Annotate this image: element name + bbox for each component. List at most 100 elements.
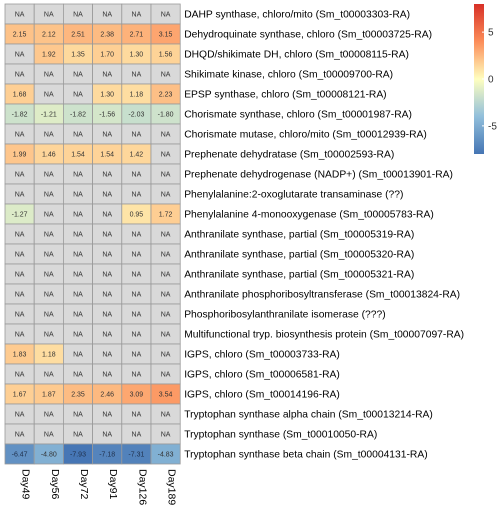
cell-value-label: 1.42 (130, 152, 144, 159)
cell-value-label: NA (132, 332, 142, 339)
row-label: IGPS, chloro (Sm_t00006581-RA) (184, 370, 340, 381)
cell-value-label: NA (44, 432, 54, 439)
row-label: DAHP synthase, chloro/mito (Sm_t00003303… (184, 10, 410, 21)
cell-value-label: NA (15, 192, 25, 199)
cell-value-label: NA (161, 172, 171, 179)
cell-value-label: -1.21 (41, 112, 57, 119)
cell-value-label: 2.51 (71, 32, 85, 39)
cell-value-label: NA (44, 312, 54, 319)
cell-value-label: NA (73, 432, 83, 439)
cell-value-label: NA (44, 292, 54, 299)
cell-value-label: -6.47 (12, 452, 28, 459)
cell-value-label: NA (73, 212, 83, 219)
cell-value-label: 1.46 (42, 152, 56, 159)
cell-value-label: NA (73, 72, 83, 79)
row-label: Tryptophan synthase beta chain (Sm_t0000… (184, 450, 427, 461)
cell-value-label: NA (132, 432, 142, 439)
row-label: EPSP synthase, chloro (Sm_t00008121-RA) (184, 90, 386, 101)
cell-value-label: NA (44, 12, 54, 19)
cell-value-label: NA (132, 272, 142, 279)
cell-value-label: NA (132, 372, 142, 379)
cell-value-label: NA (161, 72, 171, 79)
cell-value-label: NA (15, 272, 25, 279)
cell-value-label: NA (102, 132, 112, 139)
cell-value-label: NA (102, 292, 112, 299)
cell-value-label: NA (161, 432, 171, 439)
cell-value-label: 1.18 (130, 92, 144, 99)
cell-value-label: NA (161, 352, 171, 359)
row-label: Chorismate mutase, chloro/mito (Sm_t0001… (184, 130, 427, 141)
cell-value-label: NA (73, 332, 83, 339)
cell-value-label: 2.12 (42, 32, 56, 39)
cell-value-label: NA (73, 372, 83, 379)
colorbar-tick-label: -5 (488, 121, 497, 132)
cell-value-label: -7.31 (128, 452, 144, 459)
cell-value-label: NA (44, 372, 54, 379)
cell-value-label: NA (102, 72, 112, 79)
cell-value-label: NA (161, 292, 171, 299)
cell-value-label: 1.30 (130, 52, 144, 59)
cell-value-label: 3.15 (159, 32, 173, 39)
cell-value-label: NA (102, 412, 112, 419)
cell-value-label: NA (73, 352, 83, 359)
cell-value-label: NA (161, 232, 171, 239)
heatmap-cell (150, 443, 181, 465)
cell-value-label: NA (132, 292, 142, 299)
cell-value-label: 1.72 (159, 212, 173, 219)
colorbar-gradient (474, 4, 484, 154)
cell-value-label: NA (73, 132, 83, 139)
cell-value-label: 1.92 (42, 52, 56, 59)
column-labels: Day49 Day56 Day72 Day91 Day126 Day189 (20, 469, 178, 505)
cell-value-label: -1.82 (70, 112, 86, 119)
cell-value-label: 3.09 (130, 392, 144, 399)
cell-value-label: NA (161, 192, 171, 199)
cell-value-label: NA (102, 332, 112, 339)
column-label: Day126 (136, 469, 148, 505)
row-label: IGPS, chloro (Sm_t00014196-RA) (184, 390, 340, 401)
cell-value-label: NA (73, 312, 83, 319)
cell-value-label: NA (132, 232, 142, 239)
row-label: Phenylalanine 4-monooxygenase (Sm_t00005… (184, 210, 434, 221)
cell-value-label: NA (102, 172, 112, 179)
cell-value-label: NA (161, 152, 171, 159)
cell-value-label: NA (15, 372, 25, 379)
cell-value-label: NA (102, 12, 112, 19)
cell-value-label: NA (161, 412, 171, 419)
cell-value-label: NA (73, 412, 83, 419)
cell-value-label: NA (44, 212, 54, 219)
column-label: Day189 (166, 469, 178, 505)
cell-value-label: NA (132, 72, 142, 79)
cell-value-label: NA (44, 252, 54, 259)
cell-value-label: NA (102, 372, 112, 379)
cell-value-label: -1.82 (12, 112, 28, 119)
cell-value-label: NA (132, 192, 142, 199)
cell-value-label: 0.95 (130, 212, 144, 219)
cell-value-label: NA (161, 272, 171, 279)
cell-value-label: NA (102, 312, 112, 319)
row-label: Phenylalanine:2-oxoglutarate transaminas… (184, 190, 403, 201)
cell-value-label: NA (15, 292, 25, 299)
cell-value-label: NA (132, 132, 142, 139)
cell-value-label: 2.23 (159, 92, 173, 99)
cell-value-label: NA (44, 272, 54, 279)
cell-value-label: NA (73, 272, 83, 279)
cell-value-label: NA (44, 412, 54, 419)
cell-value-label: NA (102, 352, 112, 359)
heatmap-cells: NA NA NA NA NA NA 2.15 2.12 2.51 2.38 2.71 3.15 NA 1.… (4, 3, 181, 465)
cell-value-label: NA (102, 232, 112, 239)
cell-value-label: 2.38 (100, 32, 114, 39)
cell-value-label: NA (102, 192, 112, 199)
cell-value-label: 1.54 (100, 152, 114, 159)
cell-value-label: 2.15 (13, 32, 27, 39)
cell-value-label: NA (132, 172, 142, 179)
cell-value-label: NA (15, 132, 25, 139)
cell-value-label: NA (73, 192, 83, 199)
row-label: Anthranilate phosphoribosyltransferase (… (184, 290, 460, 301)
cell-value-label: -2.03 (128, 112, 144, 119)
column-label: Day72 (78, 469, 90, 500)
cell-value-label: 1.35 (71, 52, 85, 59)
cell-value-label: NA (44, 192, 54, 199)
cell-value-label: NA (161, 312, 171, 319)
cell-value-label: 3.54 (159, 392, 173, 399)
